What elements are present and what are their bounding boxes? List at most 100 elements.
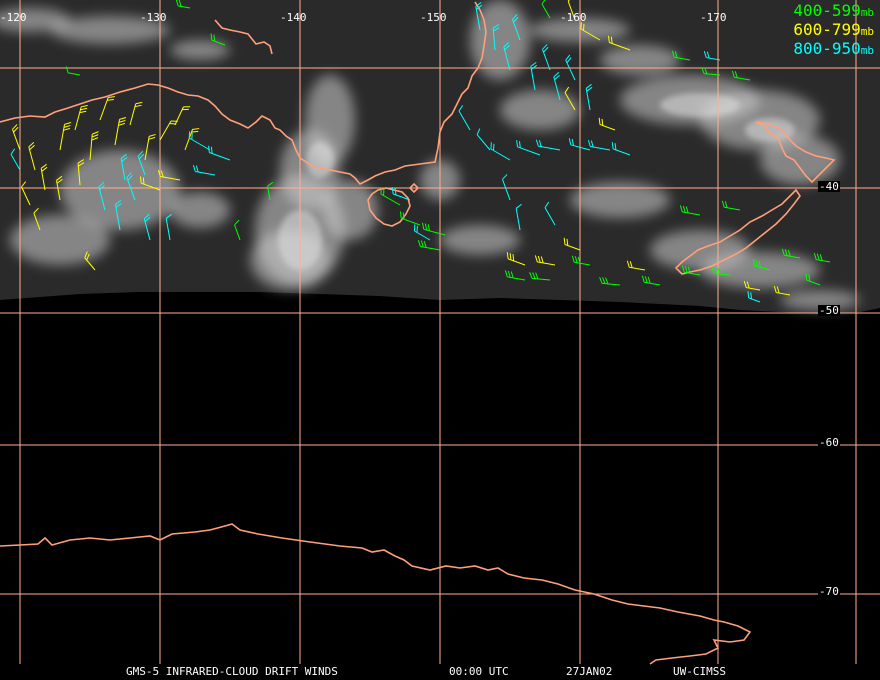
wind-barb [174, 106, 191, 126]
cloud-mass [600, 45, 680, 75]
wind-barb [721, 200, 741, 211]
product-title: GMS-5 INFRARED-CLOUD DRIFT WINDS [126, 665, 338, 678]
wind-barb [99, 96, 115, 121]
wind-barb [114, 117, 127, 146]
legend-item-800-950: 800-950mb [793, 40, 874, 59]
coastline-australia-west-gulf [214, 19, 273, 55]
wind-barb [143, 213, 151, 241]
wind-barb [529, 272, 551, 281]
coastline-australia [0, 1, 487, 185]
longitude-label: -130 [140, 11, 167, 24]
wind-barb [773, 285, 791, 296]
wind-barb [503, 41, 511, 71]
wind-barb [752, 259, 771, 271]
cloud-mass [700, 252, 820, 288]
cloud-mass [60, 150, 180, 230]
map-footer: GMS-5 INFRARED-CLOUD DRIFT WINDS 00:00 U… [0, 664, 880, 680]
wind-barb [421, 222, 446, 236]
wind-barb [611, 142, 631, 156]
wind-barb [781, 248, 801, 259]
wind-barb [56, 175, 63, 201]
wind-barb [743, 280, 761, 291]
longitude-label: -160 [560, 11, 587, 24]
wind-barb [544, 201, 556, 226]
legend-range: 400-599 [793, 1, 861, 20]
wind-barb [568, 138, 591, 151]
legend-unit: mb [860, 6, 874, 19]
wind-barb [641, 275, 661, 286]
latitude-label: -40 [818, 180, 840, 193]
wind-barb [703, 50, 721, 61]
cloud-mass [306, 142, 334, 178]
observation-date: 27JAN02 [566, 665, 613, 678]
cloud-mass [170, 192, 230, 228]
wind-barb [599, 277, 621, 286]
wind-barb [144, 133, 156, 161]
wind-barb [234, 219, 241, 241]
wind-barb [12, 124, 21, 151]
wind-barb [77, 159, 85, 186]
wind-barb [502, 174, 511, 201]
latitude-label: -60 [818, 436, 840, 449]
cloud-mass [500, 90, 580, 130]
wind-barb [417, 239, 441, 251]
satellite-imagery [0, 0, 880, 314]
wind-barb [10, 148, 21, 171]
cloud-mass [0, 8, 70, 32]
pressure-legend: 400-599mb 600-799mb 800-950mb [793, 2, 874, 59]
wind-barb [585, 83, 593, 111]
latitude-label: -50 [818, 304, 840, 317]
wind-barb [587, 139, 611, 151]
wind-barb [679, 205, 701, 216]
wind-barb [567, 0, 576, 21]
wind-barb [506, 252, 526, 266]
wind-barb [701, 67, 721, 76]
wind-barb [711, 267, 731, 276]
wind-barb [267, 181, 274, 201]
cloud-mass [322, 180, 378, 240]
wind-barb [210, 33, 226, 46]
legend-item-400-599: 400-599mb [793, 2, 874, 21]
wind-barb [626, 260, 646, 271]
coastline-new-zealand-north [755, 121, 836, 184]
longitude-label: -140 [280, 11, 307, 24]
cloud-mass [440, 225, 520, 255]
wind-barb [504, 270, 526, 281]
wind-barb [40, 163, 48, 191]
wind-barb [157, 169, 181, 181]
cloud-layer-detail [278, 93, 795, 270]
wind-barb [534, 255, 556, 266]
wind-barb [608, 35, 631, 51]
wind-barb [516, 140, 541, 156]
wind-barb [129, 101, 143, 126]
wind-barb [530, 61, 538, 91]
cloud-mass [760, 135, 840, 185]
legend-range: 800-950 [793, 39, 861, 58]
wind-barb [490, 142, 511, 161]
longitude-label: -120 [0, 11, 27, 24]
wind-barb [208, 145, 231, 161]
wind-barb [175, 0, 191, 9]
wind-barb [515, 203, 522, 231]
wind-barb [188, 131, 211, 151]
longitude-label: -150 [420, 11, 447, 24]
wind-barb [21, 181, 31, 206]
legend-item-600-799: 600-799mb [793, 21, 874, 40]
graticule [0, 0, 880, 664]
data-source: UW-CIMSS [673, 665, 726, 678]
wind-barb [84, 251, 96, 271]
latitude-label: -70 [818, 585, 840, 598]
wind-barb [476, 128, 491, 151]
wind-barb [580, 22, 601, 41]
coastline-new-zealand-south [674, 188, 801, 275]
wind-barb [681, 265, 701, 276]
wind-barb [33, 207, 41, 231]
wind-barbs [10, 0, 831, 303]
legend-unit: mb [860, 44, 874, 57]
legend-range: 600-799 [793, 20, 861, 39]
wind-barb [98, 181, 106, 211]
cloud-mass [570, 182, 670, 218]
wind-barb [165, 213, 172, 241]
coastline-antarctica [0, 523, 752, 665]
